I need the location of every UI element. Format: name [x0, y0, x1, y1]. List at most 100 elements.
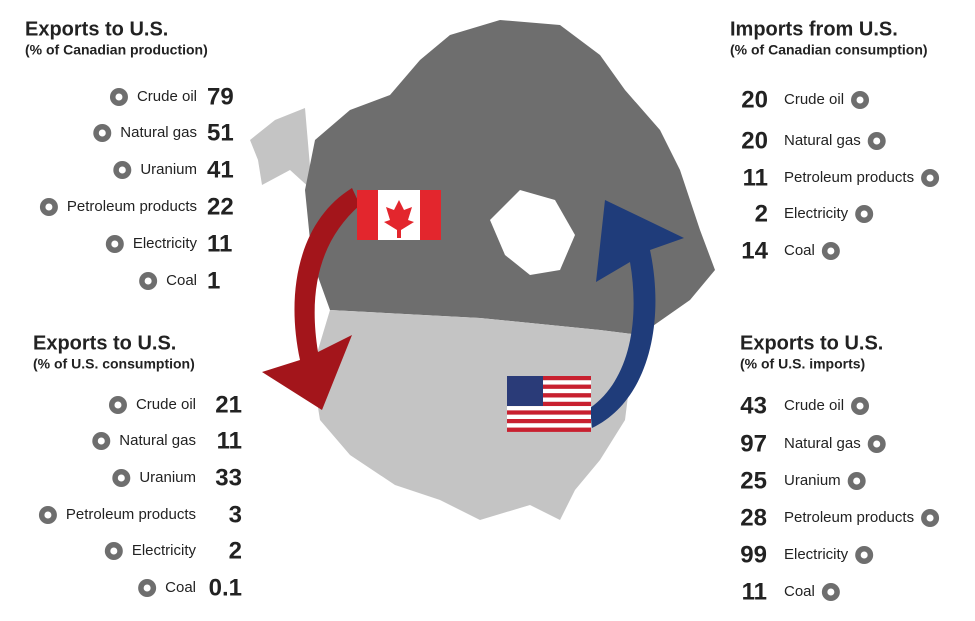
item-value: 11: [742, 578, 767, 605]
item-label: Petroleum products: [784, 509, 914, 526]
icon-detail: [856, 96, 864, 104]
icon-detail: [114, 401, 122, 409]
icon-detail: [111, 240, 119, 248]
item-label: Natural gas: [784, 132, 861, 149]
flag-stripe: [507, 397, 591, 402]
item-value: 1: [207, 267, 220, 294]
item-value: 79: [207, 83, 234, 110]
item-label: Electricity: [784, 205, 849, 222]
item-label: Coal: [166, 272, 197, 289]
item-value: 11: [207, 230, 232, 257]
us-flag: [507, 376, 591, 432]
item-label: Petroleum products: [67, 198, 197, 215]
icon-detail: [926, 174, 934, 182]
item-label: Natural gas: [120, 124, 197, 141]
item-label: Uranium: [139, 469, 196, 486]
icon-detail: [144, 277, 152, 285]
icon-detail: [117, 474, 125, 482]
icon-detail: [118, 166, 126, 174]
panel-title: Exports to U.S.: [33, 332, 176, 354]
icon-detail: [827, 588, 835, 596]
flag-stripe: [507, 419, 591, 424]
flag-stripe: [507, 410, 591, 415]
flag-canton: [507, 376, 543, 406]
item-value: 43: [740, 392, 767, 419]
item-value: 21: [215, 391, 242, 418]
item-value: 97: [740, 430, 767, 457]
panel-subtitle: (% of U.S. imports): [740, 356, 865, 372]
item-label: Electricity: [133, 235, 198, 252]
item-value: 99: [740, 541, 767, 568]
icon-detail: [110, 547, 118, 555]
item-label: Uranium: [784, 472, 841, 489]
item-label: Uranium: [140, 161, 197, 178]
item-value: 41: [207, 156, 234, 183]
item-label: Crude oil: [136, 396, 196, 413]
panel-title: Exports to U.S.: [740, 332, 883, 354]
import-arrow: [590, 200, 684, 428]
item-value: 3: [229, 501, 242, 528]
item-value: 20: [741, 127, 768, 154]
panel-title: Imports from U.S.: [730, 18, 898, 40]
item-label: Crude oil: [137, 88, 197, 105]
icon-detail: [856, 402, 864, 410]
flag-stripe: [507, 401, 591, 407]
flag-stripe: [507, 380, 591, 385]
item-label: Natural gas: [119, 432, 196, 449]
usa: [312, 310, 640, 520]
icon-detail: [97, 437, 105, 445]
alaska: [250, 108, 312, 190]
icon-detail: [926, 514, 934, 522]
hudson-bay: [490, 190, 575, 275]
flag-stripe: [507, 427, 591, 432]
icon-detail: [853, 477, 861, 485]
item-value: 0.1: [209, 574, 242, 601]
item-value: 2: [755, 200, 768, 227]
flag-stripe: [507, 393, 591, 398]
icon-detail: [98, 129, 106, 137]
item-label: Crude oil: [784, 397, 844, 414]
flag-stripe: [507, 423, 591, 428]
panel-subtitle: (% of U.S. consumption): [33, 356, 195, 372]
icon-detail: [44, 511, 52, 519]
icon-detail: [873, 440, 881, 448]
panel-title: Exports to U.S.: [25, 18, 168, 40]
item-value: 51: [207, 119, 234, 146]
flag-stripe: [507, 388, 591, 394]
item-label: Electricity: [132, 542, 197, 559]
item-label: Natural gas: [784, 435, 861, 452]
canada-flag: [357, 190, 441, 240]
panel-subtitle: (% of Canadian consumption): [730, 42, 928, 58]
panel-subtitle: (% of Canadian production): [25, 42, 208, 58]
item-label: Coal: [784, 242, 815, 259]
item-value: 33: [215, 464, 242, 491]
item-value: 20: [741, 86, 768, 113]
item-label: Petroleum products: [66, 506, 196, 523]
icon-detail: [827, 247, 835, 255]
icon-detail: [45, 203, 53, 211]
export-arrow: [262, 188, 360, 410]
flag-stripe: [507, 414, 591, 419]
item-value: 2: [229, 537, 242, 564]
icon-detail: [860, 551, 868, 559]
item-value: 28: [740, 504, 767, 531]
item-value: 14: [741, 237, 768, 264]
flag-stripe: [507, 376, 591, 381]
icon-detail: [115, 93, 123, 101]
item-label: Coal: [165, 579, 196, 596]
flag-stripe: [507, 406, 591, 411]
flag-stripe: [507, 384, 591, 389]
icon-detail: [873, 137, 881, 145]
item-value: 22: [207, 193, 234, 220]
item-value: 11: [743, 164, 768, 191]
item-label: Coal: [784, 583, 815, 600]
item-label: Crude oil: [784, 91, 844, 108]
icon-detail: [143, 584, 151, 592]
icon-detail: [860, 210, 868, 218]
item-value: 25: [740, 467, 767, 494]
item-label: Electricity: [784, 546, 849, 563]
panels: Exports to U.S. (% of Canadian production…: [25, 18, 940, 605]
item-value: 11: [217, 427, 242, 454]
item-label: Petroleum products: [784, 169, 914, 186]
